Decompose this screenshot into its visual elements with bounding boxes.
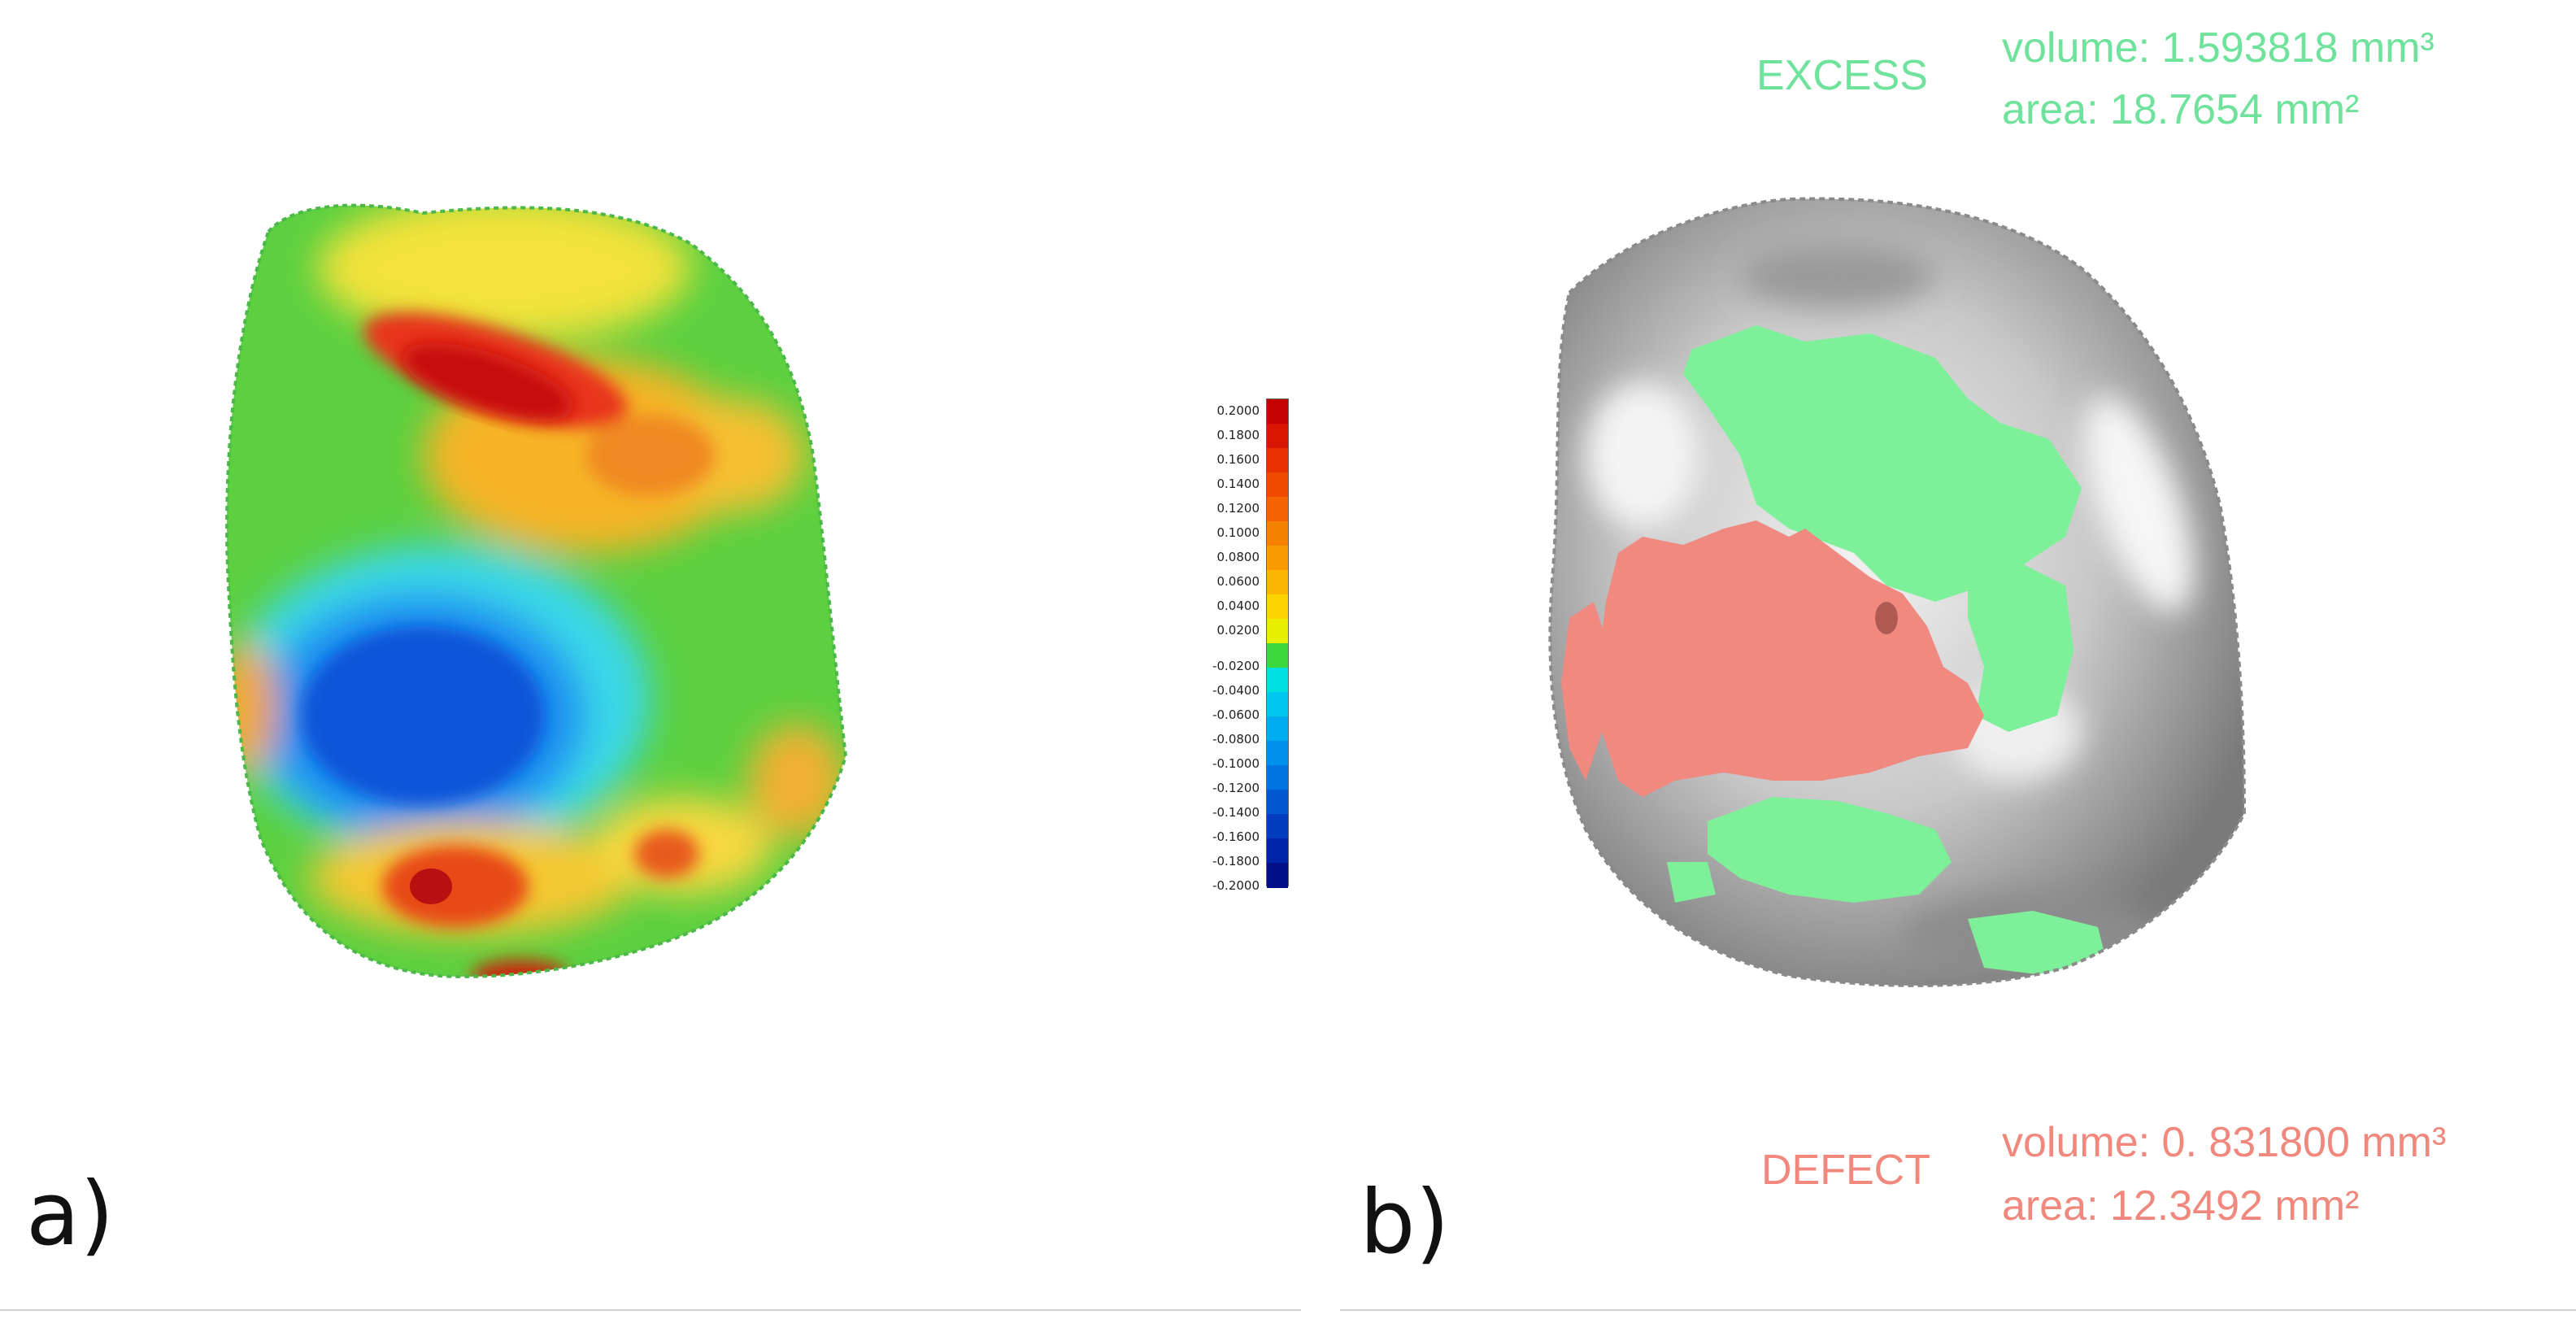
defect-area: area: 12.3492 mm² xyxy=(2002,1182,2360,1230)
color-scale-segment xyxy=(1267,790,1288,815)
color-scale-segment xyxy=(1267,570,1288,595)
defect-volume: volume: 0. 831800 mm³ xyxy=(2002,1119,2447,1166)
color-scale-segment xyxy=(1267,814,1288,839)
color-scale-segment xyxy=(1267,399,1288,424)
panel-b-label: b) xyxy=(1360,1172,1450,1273)
divider-line xyxy=(1340,1309,2576,1311)
color-scale-tick: 0.0800 xyxy=(1216,550,1260,564)
color-scale-segment xyxy=(1267,716,1288,742)
color-scale-segment xyxy=(1267,497,1288,522)
color-scale-tick: -0.0800 xyxy=(1212,732,1260,747)
color-scale-tick: -0.2000 xyxy=(1212,878,1260,893)
color-scale-segment xyxy=(1267,668,1288,693)
color-scale-tick: 0.0200 xyxy=(1216,623,1260,638)
color-scale-tick: 0.1400 xyxy=(1216,477,1260,491)
color-scale-tick: -0.1800 xyxy=(1212,854,1260,868)
color-scale-segment xyxy=(1267,521,1288,546)
excess-defect-map xyxy=(1548,197,2247,987)
color-scale-tick: 0.2000 xyxy=(1216,403,1260,418)
defect-title: DEFECT xyxy=(1761,1147,1930,1194)
color-scale-segment xyxy=(1267,424,1288,449)
color-scale-segment xyxy=(1267,472,1288,498)
color-scale-tick: -0.0200 xyxy=(1212,659,1260,673)
color-scale-tick: -0.0400 xyxy=(1212,683,1260,698)
color-scale-tick: 0.0600 xyxy=(1216,574,1260,589)
color-scale-tick: 0.1600 xyxy=(1216,452,1260,467)
deviation-map xyxy=(225,203,848,978)
color-scale-tick: -0.1000 xyxy=(1212,756,1260,771)
color-scale-tick: 0.1000 xyxy=(1216,525,1260,540)
color-scale-segment xyxy=(1267,619,1288,644)
excess-area: area: 18.7654 mm² xyxy=(2002,86,2360,133)
color-scale-segment xyxy=(1267,594,1288,620)
color-scale-segment xyxy=(1267,643,1288,668)
color-scale-segment xyxy=(1267,863,1288,888)
color-scale-segment xyxy=(1267,838,1288,864)
panel-b: EXCESS volume: 1.593818 mm³ area: 18.765… xyxy=(1301,0,2576,1319)
excess-title: EXCESS xyxy=(1756,52,1928,99)
color-scale-tick: 0.0400 xyxy=(1216,599,1260,613)
color-scale-segment xyxy=(1267,448,1288,473)
color-scale-bar xyxy=(1266,398,1289,888)
color-scale-segment xyxy=(1267,765,1288,790)
color-scale-tick: -0.1600 xyxy=(1212,829,1260,844)
color-scale-tick: -0.1400 xyxy=(1212,805,1260,820)
panel-a: a) xyxy=(0,203,1301,1311)
divider-line xyxy=(0,1309,1301,1311)
excess-volume: volume: 1.593818 mm³ xyxy=(2002,24,2435,72)
color-scale-segment xyxy=(1267,546,1288,571)
color-scale-segment xyxy=(1267,692,1288,717)
color-scale-tick: -0.0600 xyxy=(1212,707,1260,722)
color-scale-tick: 0.1800 xyxy=(1216,428,1260,442)
color-scale-tick: 0.1200 xyxy=(1216,501,1260,516)
color-scale-segment xyxy=(1267,741,1288,766)
panel-a-label: a) xyxy=(26,1164,115,1265)
color-scale-tick: -0.1200 xyxy=(1212,781,1260,795)
color-scale: 0.2000 0.1800 0.1600 0.1400 0.1200 0.1000 0.08… xyxy=(1208,398,1305,892)
